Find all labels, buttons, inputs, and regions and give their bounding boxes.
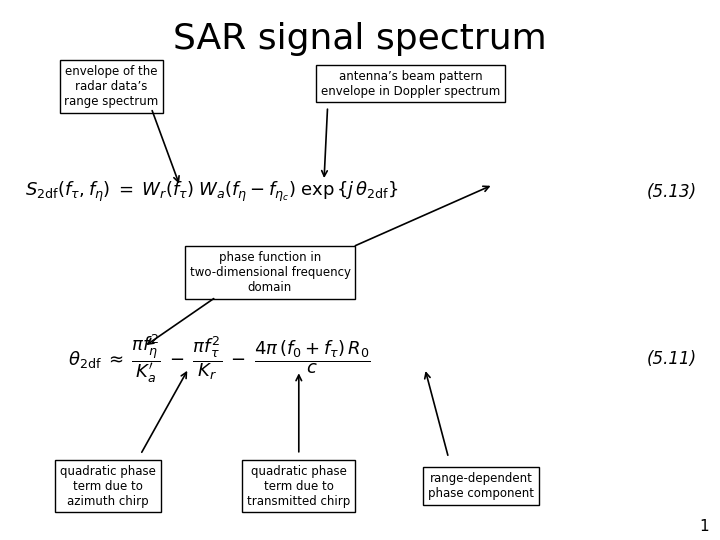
Text: quadratic phase
term due to
transmitted chirp: quadratic phase term due to transmitted … (247, 464, 351, 508)
Text: phase function in
two-dimensional frequency
domain: phase function in two-dimensional freque… (189, 251, 351, 294)
Text: SAR signal spectrum: SAR signal spectrum (173, 22, 547, 56)
Text: range-dependent
phase component: range-dependent phase component (428, 472, 534, 500)
Text: 1: 1 (700, 518, 709, 534)
Text: $S_{\mathrm{2df}}(f_\tau, f_\eta) \;=\; W_r(f_\tau)\; W_a(f_\eta - f_{\eta_c})\;: $S_{\mathrm{2df}}(f_\tau, f_\eta) \;=\; … (25, 180, 399, 204)
Text: envelope of the
radar data’s
range spectrum: envelope of the radar data’s range spect… (65, 65, 158, 108)
Text: (5.13): (5.13) (647, 183, 697, 201)
Text: antenna’s beam pattern
envelope in Doppler spectrum: antenna’s beam pattern envelope in Doppl… (321, 70, 500, 98)
Text: quadratic phase
term due to
azimuth chirp: quadratic phase term due to azimuth chir… (60, 464, 156, 508)
Text: $\theta_{\mathrm{2df}} \;\approx\; \dfrac{\pi f_\eta^2}{K_a'} \;-\; \dfrac{\pi f: $\theta_{\mathrm{2df}} \;\approx\; \dfra… (68, 333, 371, 386)
Text: (5.11): (5.11) (647, 350, 697, 368)
